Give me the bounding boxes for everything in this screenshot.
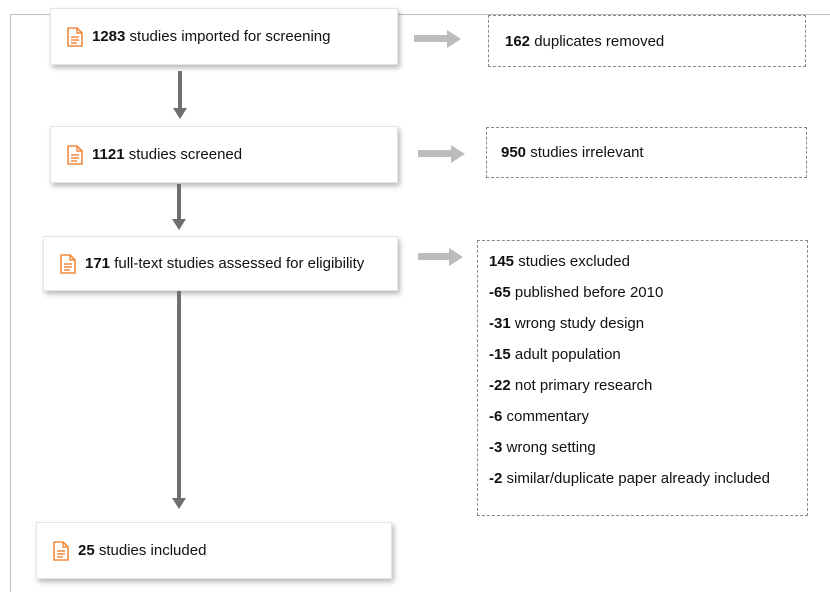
stage-box-included: 25 studies included [36,522,392,579]
side-arrow-3-shaft [418,253,450,260]
flow-arrow-2-head [172,219,186,230]
stage-box-full-text: 171 full-text studies assessed for eligi… [43,236,398,291]
exclusion-header: 145 studies excluded [489,253,630,270]
removal-text: 950 studies irrelevant [501,144,644,161]
stage-text: 1283 studies imported for screening [92,28,331,45]
exclusion-reason: -65 published before 2010 [489,284,664,301]
document-icon [67,144,83,165]
removal-box-irrelevant: 950 studies irrelevant [486,127,807,178]
exclusion-reason: -15 adult population [489,346,621,363]
stage-box-screened: 1121 studies screened [50,126,398,183]
flow-arrow-3-head [172,498,186,509]
removal-box-duplicates: 162 duplicates removed [488,15,806,67]
flow-arrow-2-shaft [177,184,181,220]
stage-text: 171 full-text studies assessed for eligi… [85,255,365,272]
exclusion-reason: -31 wrong study design [489,315,645,332]
removal-text: 162 duplicates removed [505,32,665,50]
flow-arrow-3-shaft [177,291,181,499]
frame-top-border [10,14,830,15]
flow-arrow-1-head [173,108,187,119]
frame-left-border [10,14,11,592]
side-arrow-1-head [447,30,461,48]
document-icon [60,253,76,274]
exclusion-reason: -6 commentary [489,408,590,425]
side-arrow-2-head [451,145,465,163]
stage-box-imported: 1283 studies imported for screening [50,8,398,65]
document-icon [67,26,83,47]
side-arrow-1-shaft [414,35,448,42]
exclusion-reason: -22 not primary research [489,377,653,394]
side-arrow-3-head [449,248,463,266]
exclusion-reason: -2 similar/duplicate paper already inclu… [489,470,770,487]
document-icon [53,540,69,561]
side-arrow-2-shaft [418,150,452,157]
stage-text: 1121 studies screened [92,146,243,163]
flow-arrow-1-shaft [178,71,182,109]
stage-text: 25 studies included [78,542,207,559]
exclusion-box: 145 studies excluded -65 published befor… [477,240,808,516]
exclusion-reason: -3 wrong setting [489,439,596,456]
